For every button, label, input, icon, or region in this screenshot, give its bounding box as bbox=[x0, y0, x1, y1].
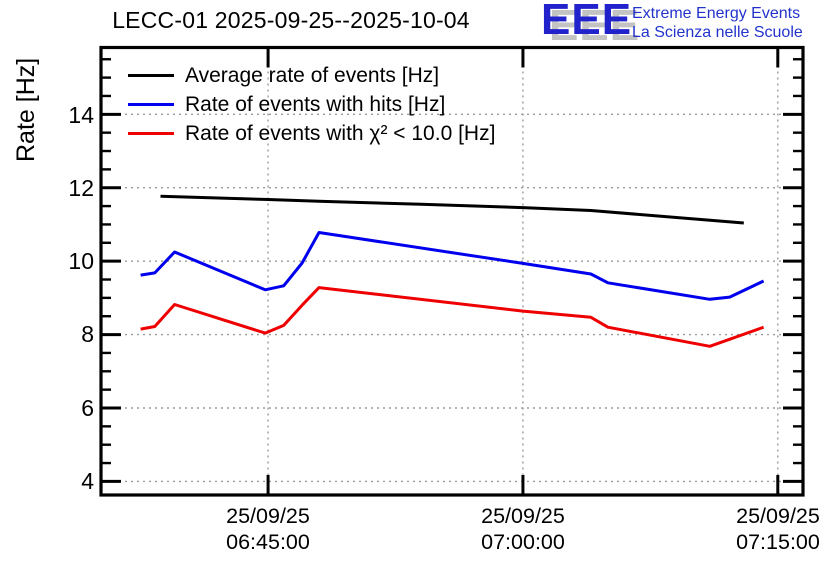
x-tick-time: 07:00:00 bbox=[481, 530, 565, 554]
eee-logo-text: Extreme Energy Events La Scienza nelle S… bbox=[632, 4, 803, 42]
series-line-2 bbox=[140, 286, 765, 348]
x-tick-label: 25/09/25 07:15:00 bbox=[693, 503, 836, 555]
legend-line-swatch bbox=[128, 74, 174, 77]
eee-logo-line2: La Scienza nelle Scuole bbox=[632, 24, 803, 41]
x-tick-date: 25/09/25 bbox=[481, 504, 565, 528]
y-tick-label: 12 bbox=[68, 175, 94, 201]
eee-logo: EEE bbox=[541, 0, 633, 44]
legend-line-swatch bbox=[128, 132, 174, 135]
y-tick-label: 4 bbox=[81, 468, 94, 494]
eee-logo-line1: Extreme Energy Events bbox=[632, 5, 801, 22]
plot-frame bbox=[99, 45, 805, 497]
x-tick-label: 25/09/25 06:45:00 bbox=[183, 503, 353, 555]
y-tick-label: 6 bbox=[81, 395, 94, 421]
legend-item-label: Rate of events with χ² < 10.0 [Hz] bbox=[185, 121, 496, 145]
legend: Average rate of events [Hz] Rate of even… bbox=[128, 61, 495, 148]
legend-item: Rate of events with χ² < 10.0 [Hz] bbox=[128, 119, 495, 148]
legend-item: Rate of events with hits [Hz] bbox=[128, 90, 495, 119]
legend-item-label: Average rate of events [Hz] bbox=[185, 63, 440, 87]
legend-line-swatch bbox=[128, 103, 174, 106]
x-tick-date: 25/09/25 bbox=[736, 504, 820, 528]
x-tick-label: 25/09/25 07:00:00 bbox=[438, 503, 608, 555]
page-title: LECC-01 2025-09-25--2025-10-04 bbox=[112, 7, 470, 33]
x-tick-time: 06:45:00 bbox=[226, 530, 310, 554]
x-tick-time: 07:15:00 bbox=[736, 530, 820, 554]
legend-item-label: Rate of events with hits [Hz] bbox=[185, 92, 446, 116]
y-axis-title: Rate [Hz] bbox=[12, 57, 40, 162]
y-tick-label: 14 bbox=[68, 102, 94, 128]
y-tick-label: 8 bbox=[81, 321, 94, 347]
legend-item: Average rate of events [Hz] bbox=[128, 61, 495, 90]
x-tick-date: 25/09/25 bbox=[226, 504, 310, 528]
series-line-1 bbox=[140, 231, 765, 301]
series-line-0 bbox=[160, 194, 744, 225]
y-tick-label: 10 bbox=[68, 248, 94, 274]
